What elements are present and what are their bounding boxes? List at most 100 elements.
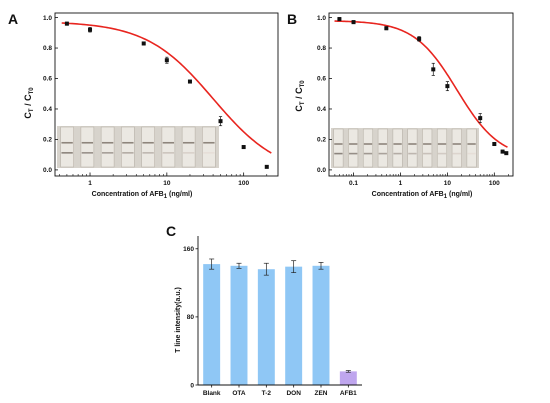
data-point: [384, 26, 389, 31]
control-line: [452, 143, 461, 145]
y-tick-label: 160: [183, 246, 194, 253]
control-line: [81, 141, 94, 144]
test-line: [203, 152, 215, 154]
test-line: [101, 152, 114, 154]
control-line: [101, 141, 114, 144]
bar: [339, 371, 357, 385]
x-tick-label: Blank: [203, 390, 221, 397]
test-strip: [333, 128, 344, 168]
control-line: [437, 143, 447, 145]
control-line: [349, 143, 358, 145]
panel-a-ylabel: CT / CT0: [23, 87, 35, 119]
data-point: [218, 119, 223, 124]
test-line: [467, 152, 476, 155]
test-strip: [181, 126, 196, 168]
control-line: [203, 141, 215, 144]
y-tick-label: 1.0: [317, 15, 326, 22]
panel-b-ylabel: CT / CT0: [294, 80, 306, 112]
data-point: [431, 67, 436, 72]
y-tick-label: 0: [190, 382, 194, 389]
x-tick-label: 1: [399, 180, 403, 187]
x-tick-label: OTA: [232, 390, 246, 397]
panel-a: A CT / CT0 Concentration of AFB1 (ng/ml)…: [8, 11, 279, 200]
control-line: [467, 143, 476, 145]
y-tick-label: 0.0: [43, 167, 52, 174]
test-line: [437, 152, 447, 155]
panel-b-xlabel: Concentration of AFB1 (ng/ml): [372, 191, 473, 200]
test-strip: [348, 128, 359, 168]
control-line: [61, 141, 73, 144]
test-line: [423, 152, 432, 155]
control-line: [363, 143, 373, 145]
x-tick-label: ZEN: [315, 390, 328, 397]
test-line: [334, 152, 343, 155]
panel-b-label: B: [287, 11, 297, 27]
test-line: [363, 152, 373, 155]
bar: [230, 265, 248, 385]
x-tick-label: DON: [286, 390, 301, 397]
panel-c: C T line intensity(a.u.) Blank OTA T-2 DON Z…: [166, 223, 362, 397]
x-tick-label: 0.1: [349, 180, 358, 187]
test-strip: [451, 128, 462, 168]
control-line: [408, 143, 417, 145]
test-line: [81, 152, 94, 154]
y-tick-label: 0.6: [43, 76, 52, 83]
y-tick-label: 0.2: [43, 137, 52, 144]
panel-c-label: C: [166, 223, 176, 239]
panel-a-label: A: [8, 11, 18, 27]
data-point: [445, 84, 450, 89]
data-point: [417, 36, 422, 41]
y-tick-label: 1.0: [43, 15, 52, 22]
x-tick-label: 100: [489, 180, 500, 187]
panel-c-ylabel: T line intensity(a.u.): [175, 287, 182, 353]
test-strip: [436, 128, 448, 168]
test-strip: [422, 128, 433, 168]
test-line: [142, 152, 154, 154]
data-point: [492, 142, 497, 147]
y-tick-label: 0.8: [317, 45, 326, 52]
data-point: [187, 79, 192, 84]
bar: [285, 266, 303, 385]
plot-frame: [328, 12, 514, 177]
y-tick-label: 0.0: [317, 167, 326, 174]
data-point: [64, 21, 69, 26]
test-line: [393, 152, 402, 155]
fit-curve: [334, 20, 508, 148]
test-line: [408, 152, 417, 155]
control-line: [142, 141, 154, 144]
test-strip: [466, 128, 477, 168]
test-strip: [161, 126, 176, 168]
test-line: [162, 152, 175, 154]
panel-b: B CT / CT0 Concentration of AFB1 (ng/ml)…: [287, 11, 514, 200]
y-tick-label: 0.2: [317, 137, 326, 144]
fit-curve: [61, 22, 272, 154]
test-strip-photo: [331, 128, 479, 168]
data-point: [241, 145, 246, 150]
data-point: [504, 151, 509, 156]
data-point: [337, 17, 342, 22]
test-line: [349, 152, 358, 155]
control-line: [162, 141, 175, 144]
test-line: [61, 152, 73, 154]
test-line: [182, 152, 195, 154]
control-line: [423, 143, 432, 145]
test-strip: [100, 126, 115, 168]
test-strip: [141, 126, 155, 168]
test-strip: [121, 126, 135, 168]
x-tick-label: 1: [88, 180, 92, 187]
data-point: [478, 116, 483, 121]
x-tick-label: AFB1: [340, 390, 357, 397]
bar: [257, 269, 275, 385]
x-tick-label: T-2: [262, 390, 272, 397]
panel-a-xlabel: Concentration of AFB1 (ng/ml): [92, 191, 193, 200]
control-line: [378, 143, 387, 145]
bar: [312, 265, 330, 385]
data-point: [164, 58, 169, 63]
y-tick-label: 0.8: [43, 45, 52, 52]
bar: [203, 264, 221, 385]
y-tick-label: 0.6: [317, 76, 326, 83]
test-strip: [407, 128, 418, 168]
test-line: [378, 152, 387, 155]
control-line: [393, 143, 402, 145]
